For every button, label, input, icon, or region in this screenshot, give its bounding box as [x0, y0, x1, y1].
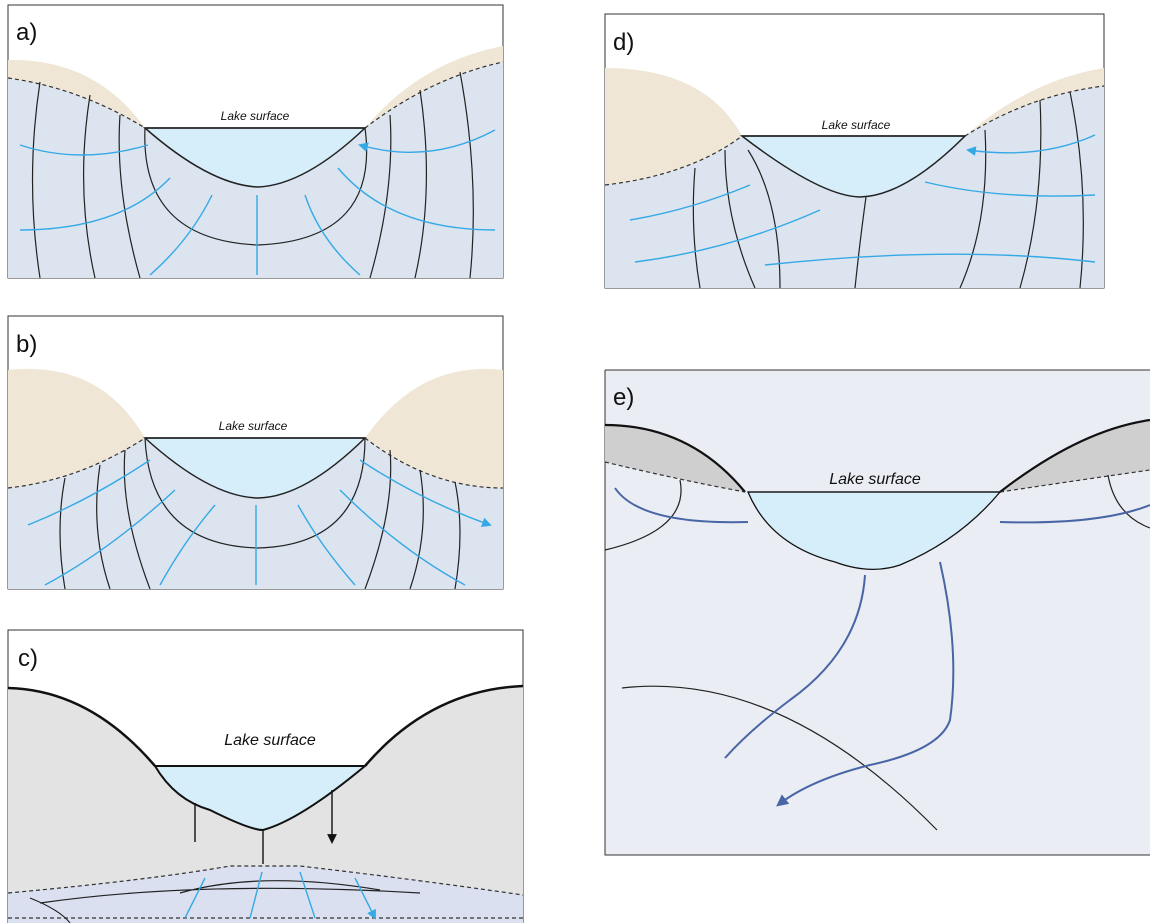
lake-label: Lake surface [221, 109, 290, 123]
lake-label: Lake surface [219, 419, 288, 433]
panel-label: a) [16, 19, 37, 46]
panel-e: e) Lake surface [605, 370, 1150, 855]
panel-label: e) [613, 384, 634, 411]
lake-label: Lake surface [829, 471, 921, 488]
panel-label: c) [18, 645, 38, 672]
panel-b: b) Lake surface [8, 316, 503, 589]
figure: a) Lake surface b) Lake surface c) Lake … [0, 0, 1150, 923]
panel-c: c) Lake surface [8, 630, 523, 923]
lake-label: Lake surface [224, 732, 316, 749]
panel-a: a) Lake surface [8, 5, 503, 278]
panel-d: d) Lake surface [605, 14, 1104, 288]
panel-label: b) [16, 331, 37, 358]
panel-label: d) [613, 29, 634, 56]
lake-label: Lake surface [822, 118, 891, 132]
